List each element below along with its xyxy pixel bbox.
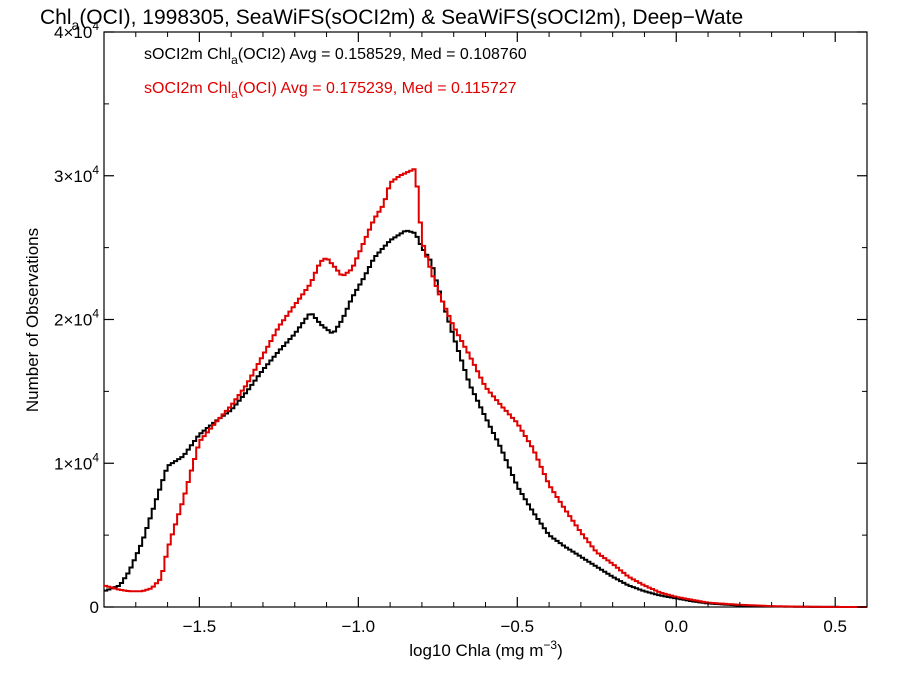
y-tick-exponent: 4 [92,307,99,321]
title-text-main: Chl [40,6,72,29]
x-tick-label: 0.0 [664,617,688,636]
y-tick-base: 0 [90,598,99,617]
title-text-rest: (OCI), 1998305, SeaWiFS(sOCI2m) & SeaWiF… [79,6,743,29]
y-tick-exponent: 4 [92,450,99,464]
y-tick-base: 1×10 [54,454,92,473]
x-tick-label: −0.5 [501,617,535,636]
legend-text-main: sOCI2m Chl [144,80,231,97]
legend-subscript: a [231,53,238,67]
y-tick-exponent: 4 [92,19,99,33]
y-tick-base: 3×10 [54,167,92,186]
y-tick-label: 3×104 [54,163,99,186]
x-tick-label: −1.5 [183,617,217,636]
title-subscript: a [72,17,80,33]
x-axis-label-superscript: −3 [543,638,557,652]
y-tick-label: 2×104 [54,307,99,330]
legend-text-rest: (OCI) Avg = 0.175239, Med = 0.115727 [238,80,517,97]
y-tick-label: 0 [90,598,99,617]
y-tick-base: 2×10 [54,311,92,330]
x-axis-label-text-end: ) [557,641,563,660]
y-tick-base: 4×10 [54,23,92,42]
series-line-red [104,168,867,608]
x-axis-label: log10 Chla (mg m−3) [409,638,563,660]
x-axis-label-text: log10 Chla (mg m [409,641,543,660]
legend-text-rest: (OCI2) Avg = 0.158529, Med = 0.108760 [238,46,527,63]
x-tick-label: −1.0 [342,617,376,636]
legend-text-main: sOCI2m Chl [144,46,231,63]
legend-entry-red: sOCI2m Chla(OCI) Avg = 0.175239, Med = 0… [144,80,517,101]
y-tick-label: 1×104 [54,450,99,473]
y-axis-label: Number of Observations [23,228,42,412]
chart-title: Chla(OCI), 1998305, SeaWiFS(sOCI2m) & Se… [40,6,743,33]
y-tick-exponent: 4 [92,163,99,177]
plot-area [103,31,868,608]
series-layer [104,168,867,608]
x-tick-label: 0.5 [823,617,847,636]
plot-frame [103,31,868,608]
legend-entry-black: sOCI2m Chla(OCI2) Avg = 0.158529, Med = … [144,46,527,67]
legend-subscript: a [231,87,238,101]
y-tick-label: 4×104 [54,19,99,42]
